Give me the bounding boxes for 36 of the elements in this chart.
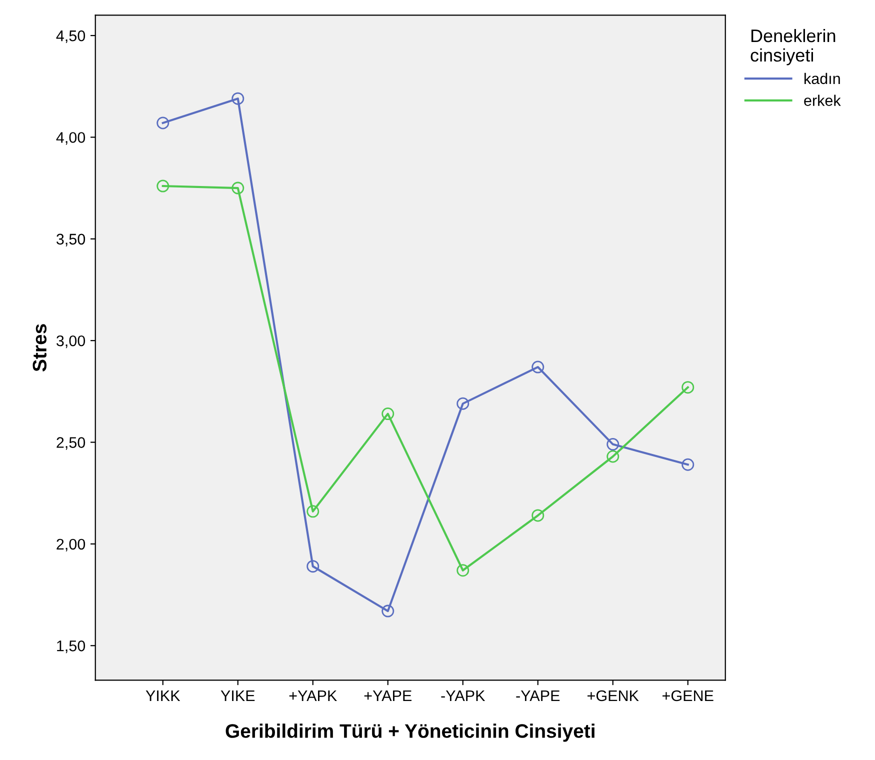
y-tick-label: 2,50 [56,437,86,450]
y-tick-label: 4,50 [56,30,86,44]
x-tick-label: YIKK [146,690,180,701]
y-tick-label: 3,00 [56,335,86,348]
point [156,180,170,192]
x-tick-label: +GENK [588,690,639,702]
point [306,560,320,573]
x-tick-label: -YAPE [516,690,560,701]
point [306,505,320,518]
point [382,604,394,618]
x-tick-label: +YAPK [289,690,337,701]
point [456,564,470,577]
point [382,408,394,420]
point [606,438,620,451]
x-tick-label: -YAPK [441,690,486,701]
x-axis-title: Geribildirim Türü + Yöneticinin Cinsiyeti [226,724,594,742]
y-tick-label: 3,50 [56,234,86,246]
point [532,360,544,374]
legend-label: kadın [804,72,840,84]
point [532,509,544,522]
legend-title: Deneklerin cinsiyeti [750,28,836,66]
y-tick-label: 1,50 [57,640,86,654]
y-tick-label: 4,00 [56,132,86,145]
point [232,92,244,105]
point [606,450,620,463]
x-tick-label: YIKE [220,690,255,701]
x-tick-label: +GENE [662,690,714,702]
point [456,397,470,410]
point [682,381,694,394]
x-tick-label: +YAPE [364,690,412,701]
point [156,116,170,130]
point [682,458,694,471]
y-tick-label: 2,00 [56,538,86,552]
legend-label: erkek [804,94,841,106]
y-axis-title: Stres [32,324,47,372]
point [232,182,244,194]
